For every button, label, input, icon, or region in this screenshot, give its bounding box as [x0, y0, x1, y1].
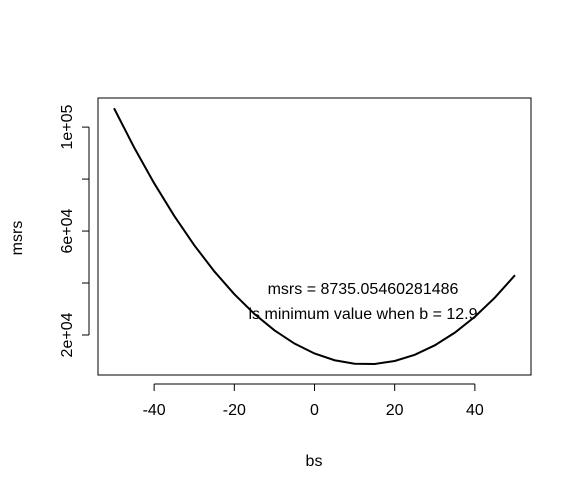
annotation: msrs = 8735.05460281486 [268, 281, 459, 298]
x-tick-label: 0 [310, 402, 319, 419]
x-tick-label: -20 [223, 402, 246, 419]
y-tick-label: 1e+05 [59, 105, 76, 150]
y-axis-label: msrs [9, 221, 26, 256]
x-tick-label: 40 [466, 402, 484, 419]
y-tick-label: 2e+04 [59, 312, 76, 357]
curve [113, 107, 516, 365]
x-tick-label: -40 [143, 402, 166, 419]
annotation: is minimum value when b = 12.9 [249, 306, 478, 323]
x-axis-label: bs [306, 453, 323, 470]
y-tick-label: 6e+04 [59, 208, 76, 253]
plot-box [97, 97, 532, 376]
x-tick-label: 20 [386, 402, 404, 419]
